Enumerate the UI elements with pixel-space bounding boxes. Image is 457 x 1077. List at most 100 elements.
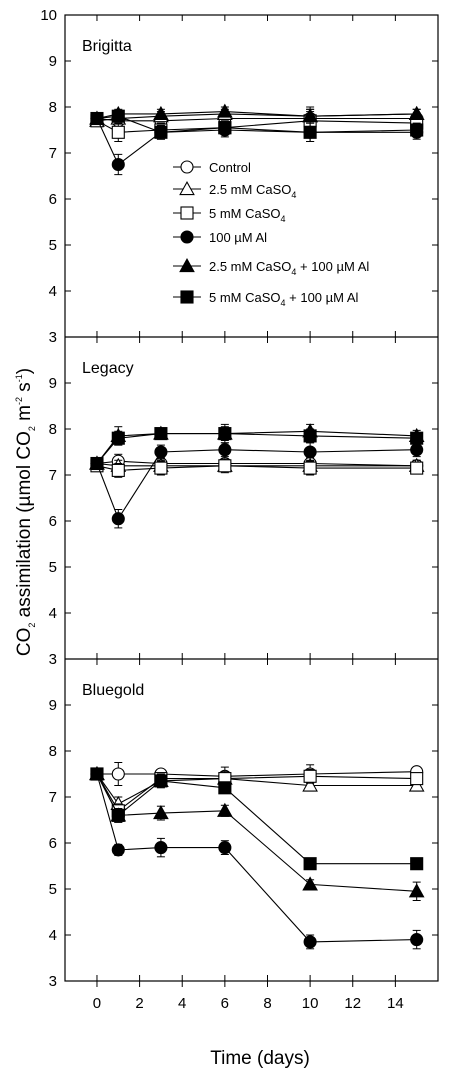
y-tick-label: 6 (49, 513, 57, 530)
data-point (410, 443, 424, 457)
panel-bluegold-series (89, 762, 425, 950)
y-tick-label: 4 (49, 927, 57, 944)
y-tick-label: 3 (49, 329, 57, 346)
x-tick-label: 2 (135, 995, 143, 1012)
legend-label-sub: 4 (281, 214, 286, 224)
data-point (90, 767, 104, 781)
data-point (303, 857, 317, 871)
legend-label: 100 µM Al (209, 230, 267, 245)
series-line (96, 773, 417, 812)
series-line (96, 433, 417, 464)
data-point (303, 429, 317, 443)
y-tick-label: 4 (49, 605, 57, 622)
legend-entry: Control (173, 160, 251, 175)
data-point (111, 109, 125, 123)
y-title-part: ) (14, 368, 35, 374)
y-tick-label: 6 (49, 835, 57, 852)
data-point (408, 883, 425, 898)
legend-entry: 5 mM CaSO4 (173, 206, 286, 224)
legend-marker (179, 257, 195, 273)
series-line (96, 117, 417, 122)
data-point (410, 772, 424, 786)
data-point (408, 105, 425, 120)
legend-entry: 2.5 mM CaSO4 + 100 µM Al (173, 257, 369, 277)
series-line (96, 773, 417, 892)
series-line (96, 430, 417, 464)
legend-entry: 100 µM Al (173, 230, 267, 245)
legend-label: 5 mM CaSO4 + 100 µM Al (209, 290, 359, 308)
y-tick-label: 4 (49, 283, 57, 300)
y-tick-label: 9 (49, 375, 57, 392)
data-point (154, 125, 168, 139)
panel-legacy-series (89, 423, 425, 529)
panel-label-brigitta: Brigitta (82, 38, 132, 55)
x-tick-label: 6 (221, 995, 229, 1012)
legend-label-text: Control (209, 160, 251, 175)
data-point (303, 445, 317, 459)
data-point (154, 774, 168, 788)
data-point (218, 459, 232, 473)
y-title-sup: -2 (14, 397, 24, 405)
data-point (154, 461, 168, 475)
x-axis-title: Time (days) (210, 1048, 310, 1069)
y-title-sub: 2 (27, 426, 37, 431)
y-tick-label: 8 (49, 743, 57, 760)
data-point (217, 103, 233, 118)
series-layer (89, 103, 425, 950)
y-tick-label: 5 (49, 881, 57, 898)
data-point (217, 802, 233, 817)
y-title-part: assimilation (µmol CO (14, 431, 35, 622)
x-tick-label: 8 (263, 995, 271, 1012)
data-point (90, 456, 104, 471)
axes-layer: 3 4 5 6 7 8 9 10 Brigitta 3 4 5 6 7 8 9 Legacy 3 4 5 6 7 8 9 Blu… (40, 7, 439, 1012)
legend-marker (180, 230, 194, 244)
data-point (303, 935, 317, 949)
panel-label-legacy: Legacy (82, 360, 134, 377)
y-tick-label: 5 (49, 559, 57, 576)
data-point (410, 461, 424, 475)
y-title-part: s (14, 382, 35, 397)
y-tick-label: 10 (40, 7, 57, 24)
x-tick-label: 4 (178, 995, 186, 1012)
legend-marker (180, 290, 194, 304)
data-point (111, 808, 125, 822)
y-title-sub: 2 (27, 623, 37, 628)
data-point (111, 512, 125, 526)
data-point (111, 431, 125, 445)
data-point (111, 463, 125, 477)
data-point (154, 427, 168, 441)
legend-entry: 2.5 mM CaSO4 (173, 180, 296, 200)
data-point (111, 125, 125, 139)
y-tick-label: 7 (49, 789, 57, 806)
y-tick-label: 3 (49, 651, 57, 668)
data-point (410, 431, 424, 445)
y-title-part: CO (14, 628, 35, 657)
data-point (218, 427, 232, 441)
data-point (154, 445, 168, 459)
legend-label-text: 100 µM Al (209, 230, 267, 245)
data-point (303, 461, 317, 475)
y-tick-label: 3 (49, 973, 57, 990)
y-axis-title: CO2 assimilation (µmol CO2 m-2 s-1) (14, 368, 37, 656)
y-tick-label: 8 (49, 421, 57, 438)
data-point (303, 125, 317, 139)
legend-label: 5 mM CaSO4 (209, 206, 286, 224)
data-point (154, 841, 168, 855)
legend-label: 2.5 mM CaSO4 (209, 182, 296, 200)
series-line (96, 773, 417, 805)
y-title-part: m (14, 405, 35, 426)
legend-label-text: 2.5 mM CaSO (209, 259, 291, 274)
series-line (96, 465, 417, 471)
data-point (111, 843, 125, 857)
data-point (302, 876, 318, 891)
data-point (218, 781, 232, 795)
y-tick-label: 7 (49, 145, 57, 162)
legend-label-suffix: + 100 µM Al (296, 259, 369, 274)
data-point (153, 805, 169, 820)
series-line (96, 773, 417, 865)
legend-marker (180, 206, 194, 220)
series-line (96, 449, 417, 520)
data-point (218, 121, 232, 135)
